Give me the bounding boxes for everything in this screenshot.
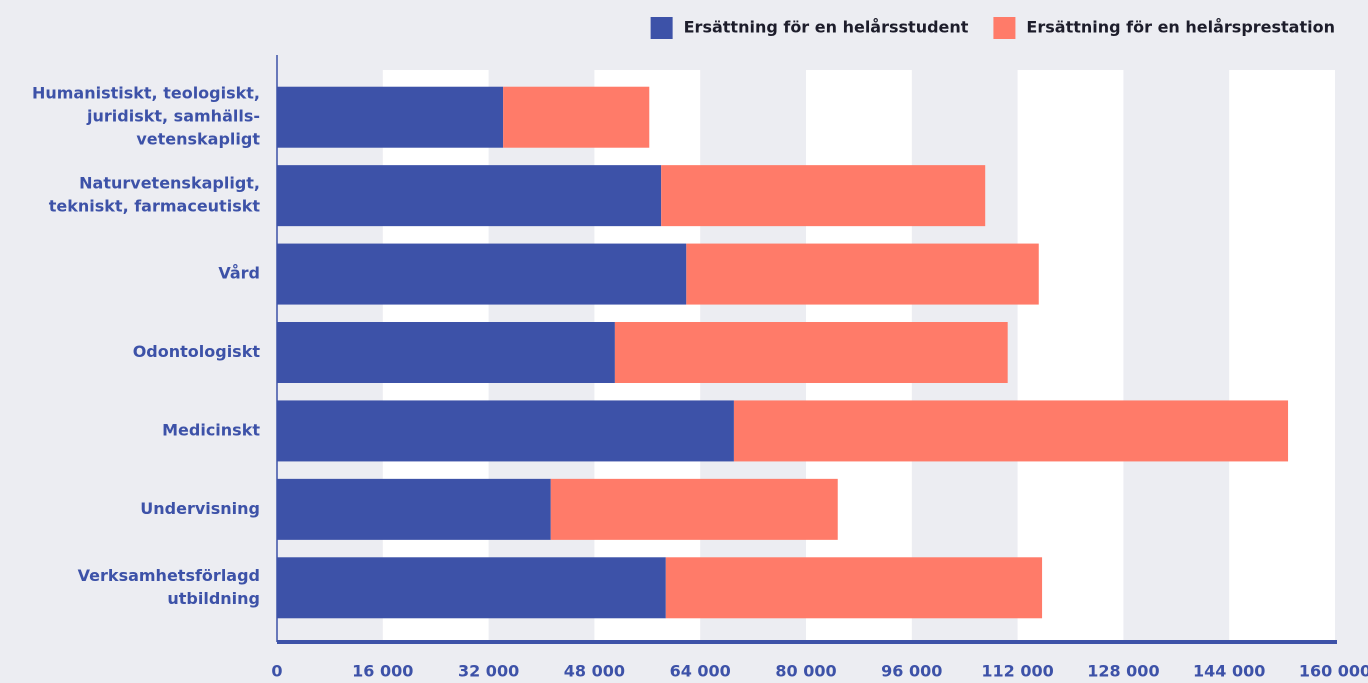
bar: [550, 478, 838, 540]
x-tick-label: 144 000: [1193, 662, 1265, 681]
x-tick-label: 160 000: [1299, 662, 1368, 681]
x-tick-label: 64 000: [670, 662, 731, 681]
x-tick-label: 96 000: [881, 662, 942, 681]
y-tick-label: Naturvetenskapligt,: [79, 174, 260, 193]
bar: [661, 165, 986, 227]
y-tick-label: vetenskapligt: [136, 130, 260, 149]
legend-swatch: [993, 17, 1016, 39]
bar: [733, 400, 1289, 462]
y-tick-label: Odontologiskt: [133, 342, 261, 361]
y-tick-label: Medicinskt: [162, 420, 260, 439]
legend-swatch: [650, 17, 673, 39]
bar: [503, 86, 650, 148]
y-tick-label: Humanistiskt, teologiskt,: [32, 84, 260, 103]
y-tick-label: Verksamhetsförlagd: [78, 566, 260, 585]
bar: [277, 400, 734, 462]
y-tick-label: juridiskt, samhälls-: [86, 107, 260, 126]
x-tick-label: 80 000: [775, 662, 836, 681]
bar: [277, 243, 687, 305]
x-tick-label: 128 000: [1087, 662, 1159, 681]
bar: [277, 86, 504, 148]
bar: [277, 322, 615, 383]
legend-label: Ersättning för en helårsstudent: [684, 18, 969, 37]
bar: [277, 478, 551, 540]
y-tick-label: utbildning: [167, 589, 260, 608]
bar: [665, 557, 1043, 619]
x-tick-label: 32 000: [458, 662, 519, 681]
bar: [277, 165, 662, 227]
x-tick-label: 48 000: [564, 662, 625, 681]
x-tick-label: 112 000: [981, 662, 1053, 681]
x-tick-label: 0: [271, 662, 282, 681]
legend-label: Ersättning för en helårsprestation: [1026, 18, 1335, 37]
bar: [614, 322, 1008, 383]
x-tick-label: 16 000: [352, 662, 413, 681]
grid-band: [1017, 70, 1124, 642]
bar: [686, 243, 1039, 305]
grid-band: [1229, 70, 1335, 642]
y-tick-label: Vård: [218, 264, 260, 283]
y-tick-label: Undervisning: [140, 499, 260, 518]
y-tick-label: tekniskt, farmaceutiskt: [49, 197, 261, 216]
bar: [277, 557, 666, 619]
